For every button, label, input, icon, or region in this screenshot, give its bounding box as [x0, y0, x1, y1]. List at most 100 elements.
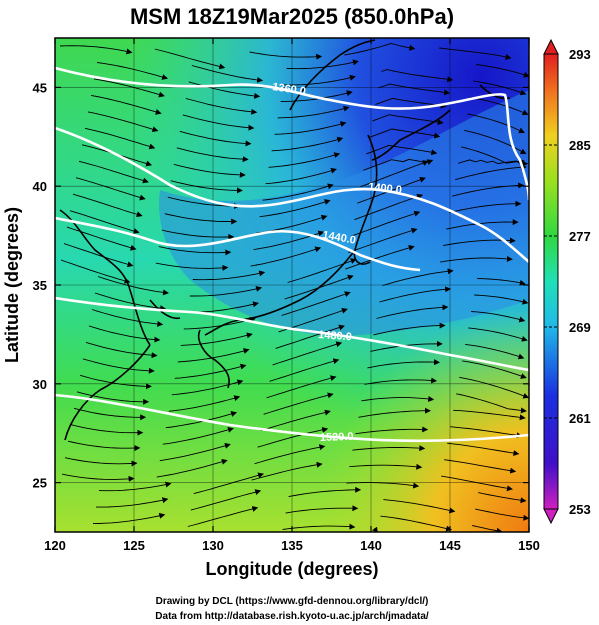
- streamline: [382, 268, 454, 286]
- streamline: [461, 146, 526, 165]
- streamline: [286, 59, 359, 70]
- streamline: [76, 391, 150, 405]
- streamline: [64, 457, 138, 467]
- streamline: [180, 332, 253, 346]
- streamline: [67, 440, 141, 452]
- streamline: [450, 426, 523, 439]
- contour-1520: [55, 393, 529, 443]
- contour-label-1400: 1400.0: [368, 181, 403, 196]
- streamline: [439, 47, 512, 60]
- streamline: [452, 182, 525, 197]
- colorbar-bottom-arrow: [543, 508, 559, 525]
- contour-label-1360: 1360.0: [272, 81, 307, 98]
- x-tick-label: 150: [518, 538, 540, 553]
- streamline: [93, 512, 166, 524]
- streamline: [87, 111, 159, 133]
- streamline: [94, 292, 167, 312]
- streamline: [364, 377, 438, 385]
- streamline: [78, 160, 149, 184]
- contour-label-1520: 1520.0: [320, 431, 354, 444]
- streamline: [369, 128, 441, 139]
- streamline: [177, 348, 250, 363]
- streamline: [284, 274, 354, 300]
- streamline: [440, 255, 513, 263]
- colorbar: 293 285 277 269 261 253: [543, 38, 591, 525]
- colorbar-tick-label: 253: [569, 502, 591, 517]
- streamline: [73, 407, 147, 421]
- x-tick-label: 125: [123, 538, 145, 553]
- streamline: [187, 506, 259, 527]
- streamline: [288, 486, 362, 498]
- plot-area: 1360.0 1400.0 1440.0 1480.0 1520.0: [55, 38, 529, 532]
- streamline: [474, 294, 529, 305]
- colorbar-fill: [543, 53, 559, 510]
- streamline: [285, 505, 359, 514]
- colorbar-top-arrow: [543, 38, 559, 55]
- streamline: [75, 177, 146, 201]
- streamline: [170, 180, 243, 194]
- streamline: [189, 285, 263, 297]
- streamline: [366, 144, 438, 156]
- streamline: [472, 525, 503, 532]
- streamline: [345, 245, 415, 270]
- contour-1400: [55, 126, 529, 263]
- y-axis-label: Latitude (degrees): [2, 207, 22, 363]
- streamline: [476, 64, 529, 78]
- streamline: [79, 374, 152, 390]
- grid-lines: [55, 38, 529, 532]
- streamline: [70, 424, 144, 436]
- streamline: [263, 392, 334, 415]
- streamline: [468, 327, 528, 342]
- streamline: [367, 359, 440, 369]
- streamline: [441, 475, 513, 492]
- streamline: [373, 322, 446, 336]
- streamline: [85, 341, 158, 359]
- wind-streamlines: [59, 43, 529, 532]
- streamline: [449, 200, 522, 214]
- height-contours: [55, 66, 529, 443]
- streamline: [88, 325, 161, 343]
- streamline: [249, 51, 323, 60]
- streamline: [361, 395, 435, 402]
- streamline: [280, 90, 353, 102]
- contour-label-1440: 1440.0: [321, 229, 356, 247]
- streamline: [363, 158, 434, 171]
- x-tick-label: 120: [44, 538, 66, 553]
- streamline: [98, 481, 172, 492]
- streamline: [272, 341, 343, 366]
- colorbar-tick-label: 277: [569, 229, 591, 244]
- x-tick-label: 135: [281, 538, 303, 553]
- streamline: [155, 262, 229, 271]
- streamline: [471, 311, 526, 323]
- streamline: [473, 80, 527, 96]
- streamline: [274, 121, 347, 135]
- streamline: [354, 193, 424, 221]
- x-tick-label: 130: [202, 538, 224, 553]
- streamline: [84, 127, 156, 150]
- streamline: [378, 83, 451, 96]
- streamline: [174, 363, 247, 379]
- streamline: [455, 164, 527, 181]
- streamline: [456, 393, 527, 414]
- streamline: [266, 375, 337, 399]
- streamline: [182, 114, 255, 131]
- streamline: [165, 411, 238, 429]
- colorbar-tick-label: 293: [569, 47, 591, 62]
- streamline: [355, 426, 429, 435]
- contour-1480: [55, 296, 529, 372]
- streamline: [254, 444, 326, 465]
- colorbar-ticks: 293 285 277 269 261 253: [544, 47, 591, 517]
- streamline: [193, 472, 265, 495]
- y-tick-label: 40: [33, 179, 47, 194]
- streamline: [464, 129, 527, 155]
- streamline: [269, 358, 340, 382]
- streamline: [265, 167, 337, 185]
- credit-drawing: Drawing by DCL (https://www.gfd-dennou.o…: [156, 596, 429, 607]
- streamline: [283, 74, 356, 86]
- streamline: [281, 291, 351, 316]
- streamline: [268, 152, 341, 168]
- streamline: [59, 45, 133, 55]
- streamline: [383, 499, 456, 514]
- y-tick-label: 35: [33, 278, 47, 293]
